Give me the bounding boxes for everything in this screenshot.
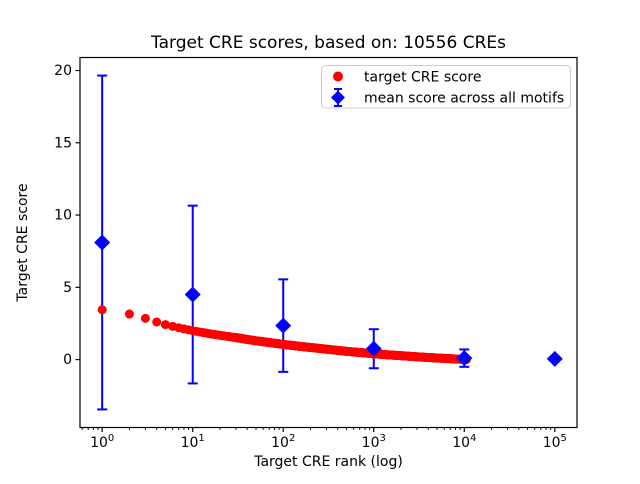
x-tick-label: 103 — [362, 433, 386, 451]
target-score-point — [140, 313, 150, 323]
mean-score-point — [94, 234, 111, 251]
legend-diamond-icon — [331, 90, 345, 105]
target-score-point — [124, 309, 134, 319]
y-tick-label: 0 — [63, 352, 72, 368]
x-tick-label: 102 — [271, 433, 295, 451]
y-tick-label: 20 — [54, 63, 72, 79]
legend-label-target-score: target CRE score — [364, 70, 481, 86]
legend-circle-icon — [333, 71, 343, 82]
legend-marker-target-score — [333, 71, 343, 82]
y-axis-label: Target CRE score — [15, 183, 31, 302]
mean-score-point — [546, 350, 563, 367]
x-axis-label: Target CRE rank (log) — [253, 454, 403, 470]
target-score-point — [152, 317, 162, 327]
target-score-point — [160, 320, 170, 330]
x-tick-label: 105 — [543, 433, 567, 451]
x-tick-label: 104 — [452, 433, 476, 451]
legend-box — [321, 65, 571, 109]
x-tick-label: 101 — [181, 433, 205, 451]
mean-score-point — [365, 340, 382, 357]
target-score-point — [97, 305, 107, 315]
x-tick-label: 100 — [90, 433, 114, 451]
y-tick-label: 15 — [54, 135, 72, 151]
mean-score-series-layer — [94, 234, 563, 367]
axes-frame — [79, 56, 578, 429]
y-tick-label: 10 — [54, 208, 72, 224]
legend-marker-mean-score — [331, 88, 345, 107]
axes-layer: 100 101 102 103 104 105 0 5 10 15 20 — [54, 56, 578, 451]
mean-score-point — [184, 286, 201, 303]
y-tick-label: 5 — [63, 280, 72, 296]
mean-score-point — [456, 350, 473, 367]
chart-title: Target CRE scores, based on: 10556 CREs — [150, 33, 506, 53]
mean-score-point — [275, 317, 292, 334]
legend-label-mean-score: mean score across all motifs — [364, 91, 564, 107]
legend: target CRE score mean score across all m… — [321, 65, 571, 109]
target-score-series-layer — [97, 305, 471, 365]
